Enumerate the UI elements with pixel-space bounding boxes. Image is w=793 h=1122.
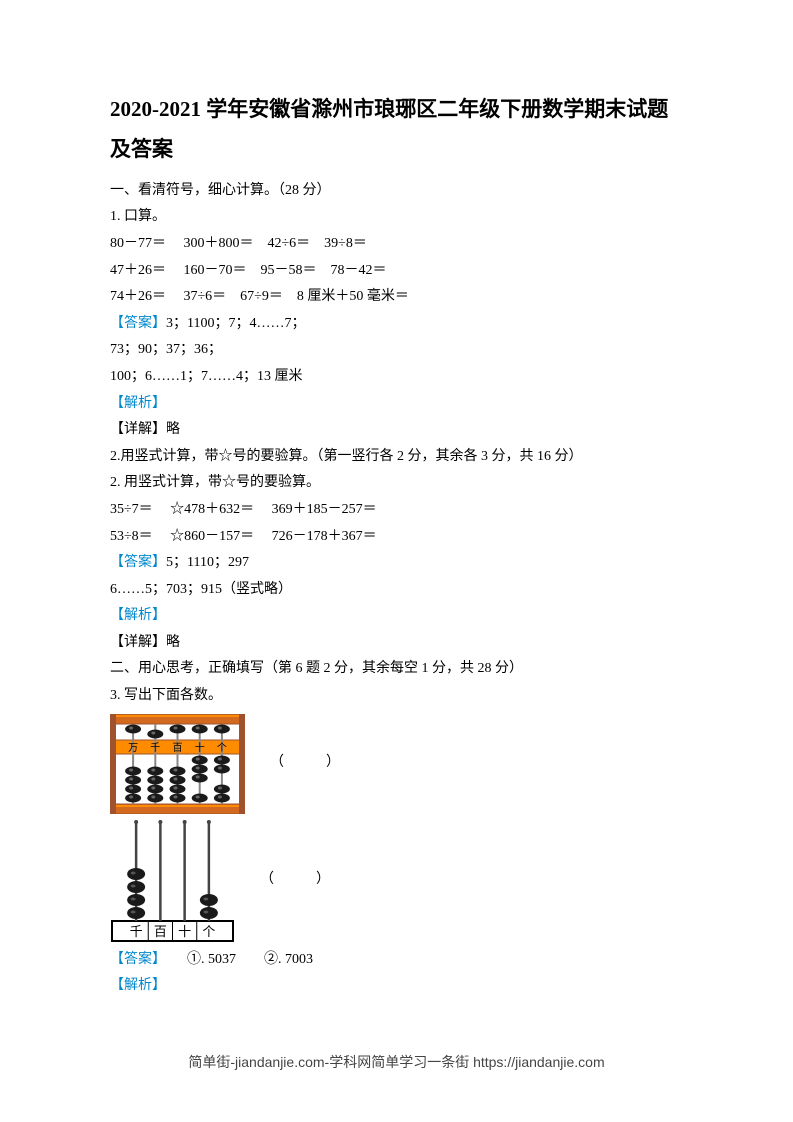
svg-text:千: 千 bbox=[150, 742, 160, 754]
fill-blank: （ ） bbox=[270, 750, 340, 777]
svg-text:千: 千 bbox=[130, 924, 143, 939]
svg-text:个: 个 bbox=[217, 742, 227, 754]
analysis-label: 【解析】 bbox=[110, 978, 166, 993]
svg-text:十: 十 bbox=[178, 924, 191, 939]
answer-line: 【答案】 ①. 5037 ②. 7003 bbox=[110, 947, 683, 974]
analysis-line: 【解析】 bbox=[110, 603, 683, 630]
question-label: 1. 口算。 bbox=[110, 204, 683, 231]
math-row: 47＋26＝ 160－70＝ 95－58＝ 78－42＝ bbox=[110, 258, 683, 285]
answer-text: ①. 5037 ②. 7003 bbox=[159, 952, 313, 967]
analysis-line: 【解析】 bbox=[110, 391, 683, 418]
analysis-label: 【解析】 bbox=[110, 396, 166, 411]
answer-text: 5；1110；297 bbox=[166, 555, 249, 570]
svg-text:十: 十 bbox=[195, 741, 205, 754]
answer-label: 【答案】 bbox=[110, 952, 159, 967]
abacus-row: 万 千 百十个 （ ） bbox=[110, 714, 683, 814]
analysis-label: 【解析】 bbox=[110, 608, 166, 623]
svg-text:万: 万 bbox=[128, 743, 138, 754]
section-header: 二、用心思考，正确填写（第 6 题 2 分，其余每空 1 分，共 28 分） bbox=[110, 656, 683, 683]
answer-text: 3；1100；7；4……7； bbox=[166, 316, 305, 331]
math-row: 74＋26＝ 37÷6＝ 67÷9＝ 8 厘米＋50 毫米＝ bbox=[110, 284, 683, 311]
math-row: 80－77＝ 300＋800＝ 42÷6＝ 39÷8＝ bbox=[110, 231, 683, 258]
answer-line: 【答案】3；1100；7；4……7； bbox=[110, 311, 683, 338]
fill-blank: （ ） bbox=[260, 867, 330, 894]
document-title: 2020-2021 学年安徽省滁州市琅琊区二年级下册数学期末试题及答案 bbox=[110, 90, 683, 170]
answer-label: 【答案】 bbox=[110, 316, 166, 331]
detail-text: 【详解】略 bbox=[110, 417, 683, 444]
abacus-counting-icon: 千百十个 bbox=[110, 818, 235, 943]
answer-label: 【答案】 bbox=[110, 555, 166, 570]
math-row: 53÷8＝ ☆860－157＝ 726－178＋367＝ bbox=[110, 524, 683, 551]
question-intro: 2.用竖式计算，带☆号的要验算。（第一竖行各 2 分，其余各 3 分，共 16 … bbox=[110, 444, 683, 471]
svg-text:百: 百 bbox=[154, 924, 167, 939]
answer-text: 100；6……1；7……4；13 厘米 bbox=[110, 364, 683, 391]
analysis-line: 【解析】 bbox=[110, 973, 683, 1000]
question-label: 3. 写出下面各数。 bbox=[110, 683, 683, 710]
math-row: 35÷7＝ ☆478＋632＝ 369＋185－257＝ bbox=[110, 497, 683, 524]
answer-line: 【答案】5；1110；297 bbox=[110, 550, 683, 577]
abacus-row: 千百十个 （ ） bbox=[110, 818, 683, 943]
svg-text:个: 个 bbox=[202, 924, 215, 939]
detail-text: 【详解】略 bbox=[110, 630, 683, 657]
question-label: 2. 用竖式计算，带☆号的要验算。 bbox=[110, 470, 683, 497]
abacus-suanpan-icon: 万 千 百十个 bbox=[110, 714, 245, 814]
page-footer: 简单街-jiandanjie.com-学科网简单学习一条街 https://ji… bbox=[0, 1052, 793, 1072]
answer-text: 6……5；703；915（竖式略） bbox=[110, 577, 683, 604]
section-header: 一、看清符号，细心计算。（28 分） bbox=[110, 178, 683, 205]
svg-text:百: 百 bbox=[173, 742, 183, 754]
answer-text: 73；90；37；36； bbox=[110, 337, 683, 364]
